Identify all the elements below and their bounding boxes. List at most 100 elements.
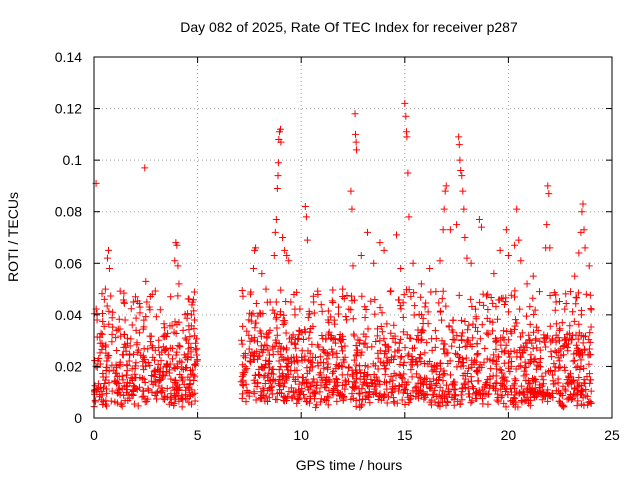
data-point-band — [130, 400, 138, 408]
data-point-band — [465, 321, 473, 329]
data-point-band — [457, 332, 465, 340]
data-point-band — [287, 384, 295, 392]
data-point-band — [356, 362, 364, 370]
data-point — [247, 311, 255, 319]
data-point — [460, 205, 468, 213]
data-point-band — [161, 331, 169, 339]
data-point-band — [400, 359, 408, 367]
data-point-band — [464, 378, 472, 386]
data-point-band — [474, 350, 482, 358]
data-point-band — [241, 368, 249, 376]
data-point — [272, 215, 280, 223]
data-point-band — [254, 371, 262, 379]
data-point-band — [121, 340, 129, 348]
data-point — [426, 264, 434, 272]
data-point-band — [191, 372, 199, 380]
data-point-band — [546, 291, 554, 299]
data-point-band — [101, 376, 109, 384]
data-point — [276, 125, 284, 133]
data-point-band — [183, 314, 191, 322]
data-point-band — [374, 349, 382, 357]
data-point-band — [253, 383, 261, 391]
data-point-band — [408, 373, 416, 381]
data-point-band — [421, 349, 429, 357]
data-point-band — [260, 391, 268, 399]
data-point-band — [414, 326, 422, 334]
data-point-band — [267, 383, 275, 391]
data-point-band — [280, 311, 288, 319]
data-point-band — [391, 352, 399, 360]
data-point — [349, 262, 357, 270]
data-point-band — [247, 358, 255, 366]
data-point-band — [511, 293, 519, 301]
data-point — [575, 249, 583, 257]
data-point-band — [537, 354, 545, 362]
data-point-band — [468, 302, 476, 310]
data-point-band — [131, 364, 139, 372]
data-point-band — [319, 335, 327, 343]
data-point-band — [432, 362, 440, 370]
data-point-band — [317, 301, 325, 309]
data-point — [386, 288, 394, 296]
data-point-band — [481, 345, 489, 353]
data-point-band — [100, 322, 108, 330]
data-point-band — [527, 351, 535, 359]
data-point-band — [120, 299, 128, 307]
data-point-band — [496, 296, 504, 304]
data-point-band — [419, 327, 427, 335]
data-point-band — [534, 327, 542, 335]
data-point-band — [561, 305, 569, 313]
data-point-band — [437, 307, 445, 315]
data-point-band — [546, 322, 554, 330]
data-point-band — [114, 389, 122, 397]
data-point-band — [383, 320, 391, 328]
data-point-band — [191, 389, 199, 397]
data-point-band — [569, 395, 577, 403]
data-point — [241, 350, 249, 358]
data-point-band — [490, 351, 498, 359]
data-point-band — [193, 351, 201, 359]
data-point-band — [519, 348, 527, 356]
data-point-band — [252, 319, 260, 327]
data-point-band — [455, 343, 463, 351]
data-point — [441, 187, 449, 195]
data-point-band — [243, 327, 251, 335]
data-point — [517, 257, 525, 265]
data-point-band — [237, 336, 245, 344]
data-point-band — [476, 335, 484, 343]
data-point-band — [532, 335, 540, 343]
data-point-band — [311, 354, 319, 362]
data-point-band — [264, 346, 272, 354]
data-point-band — [306, 367, 314, 375]
data-point-band — [185, 398, 193, 406]
data-point-band — [347, 306, 355, 314]
data-point-band — [552, 320, 560, 328]
data-point-band — [453, 363, 461, 371]
data-point-band — [377, 396, 385, 404]
data-point-band — [380, 335, 388, 343]
data-point-band — [269, 350, 277, 358]
data-point — [100, 295, 108, 303]
data-point-band — [527, 396, 535, 404]
data-point-band — [302, 397, 310, 405]
data-point — [404, 169, 412, 177]
data-point-band — [548, 336, 556, 344]
data-point-band — [482, 379, 490, 387]
data-point-band — [128, 390, 136, 398]
data-point-band — [307, 383, 315, 391]
data-point-band — [343, 316, 351, 324]
data-point — [252, 244, 260, 252]
data-point-band — [559, 403, 567, 411]
data-point-band — [573, 402, 581, 410]
data-point-band — [295, 380, 303, 388]
data-point-band — [340, 358, 348, 366]
data-point-band — [531, 390, 539, 398]
data-point-band — [455, 291, 463, 299]
data-point-band — [413, 388, 421, 396]
y-tick-label: 0.1 — [63, 152, 83, 168]
data-point-band — [470, 384, 478, 392]
data-point-band — [343, 292, 351, 300]
data-point-band — [574, 383, 582, 391]
data-point-band — [186, 392, 194, 400]
data-point-band — [469, 334, 477, 342]
